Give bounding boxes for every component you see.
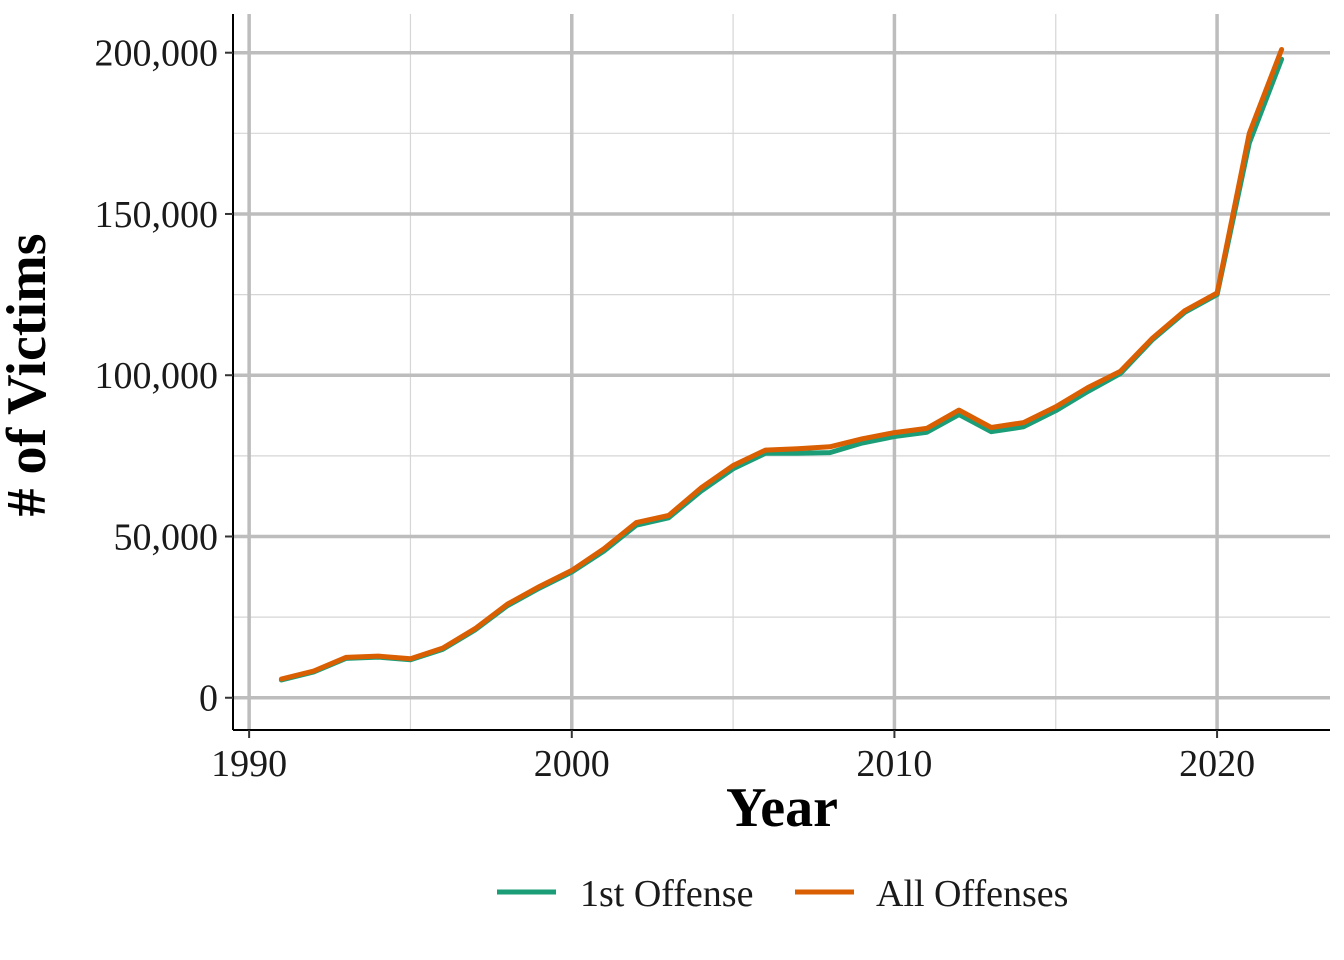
legend-label-1st-offense: 1st Offense	[580, 873, 753, 915]
x-tick-label: 1990	[211, 743, 287, 785]
x-tick-label: 2020	[1179, 743, 1255, 785]
axes	[225, 14, 1330, 738]
series-line-1st-offense	[278, 56, 1285, 683]
major-gridlines	[233, 14, 1330, 730]
y-axis-title: # of Victims	[0, 233, 58, 516]
x-tick-labels: 1990 2000 2010 2020	[211, 743, 1255, 785]
y-tick-label: 0	[199, 678, 218, 720]
y-tick-label: 200,000	[95, 33, 219, 75]
x-axis-title: Year	[726, 777, 838, 839]
series-lines	[278, 47, 1285, 683]
legend: 1st Offense All Offenses	[497, 873, 1068, 915]
y-tick-label: 50,000	[114, 516, 219, 558]
legend-label-all-offenses: All Offenses	[876, 873, 1068, 915]
y-tick-labels: 0 50,000 100,000 150,000 200,000	[95, 33, 219, 720]
y-tick-label: 150,000	[95, 194, 219, 236]
series-line-all-offenses	[278, 47, 1285, 682]
minor-gridlines	[233, 14, 1330, 730]
x-tick-label: 2010	[856, 743, 932, 785]
y-tick-label: 100,000	[95, 355, 219, 397]
x-tick-label: 2000	[534, 743, 610, 785]
